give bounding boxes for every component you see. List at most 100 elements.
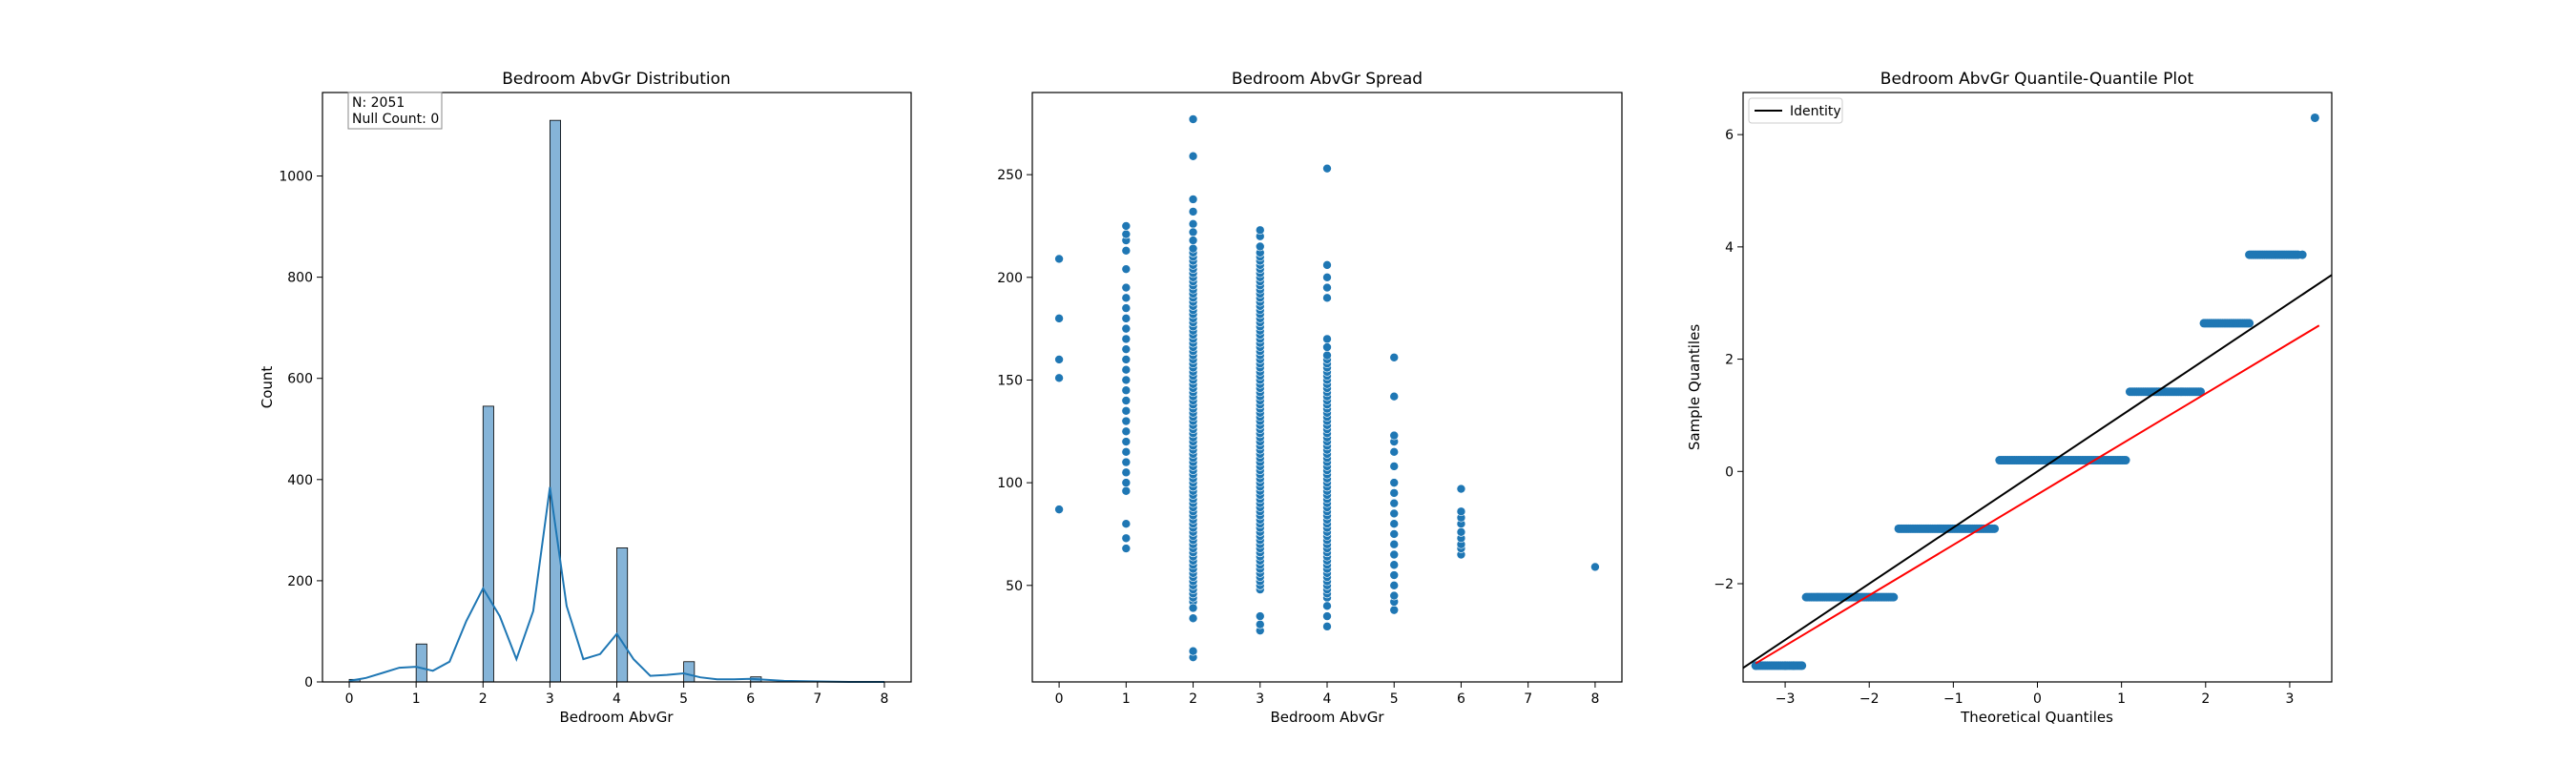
- stats-annotation-box: [347, 92, 443, 130]
- annotation-null-count: Null Count: 0: [352, 112, 439, 127]
- x-tick-label: 1: [412, 691, 421, 707]
- scatter-point: [1121, 264, 1132, 274]
- histogram-panel: Bedroom AbvGr Distribution Bedroom AbvGr…: [259, 70, 912, 726]
- y-tick-label: 250: [997, 168, 1023, 183]
- scatter-point: [1389, 605, 1400, 615]
- qq-point: [1797, 661, 1807, 670]
- y-tick-label: 4: [1725, 240, 1734, 256]
- qq-point: [1990, 524, 2000, 533]
- qq-point: [2310, 113, 2319, 122]
- y-tick-label: 100: [997, 476, 1023, 491]
- spread-xlabel: Bedroom AbvGr: [1270, 709, 1384, 726]
- scatter-point: [1188, 243, 1198, 254]
- scatter-point: [1255, 225, 1265, 236]
- scatter-point: [1389, 570, 1400, 580]
- x-tick-label: −1: [1943, 691, 1963, 707]
- scatter-point: [1121, 396, 1132, 405]
- y-tick-label: 6: [1725, 128, 1734, 143]
- x-tick-label: 4: [1323, 691, 1332, 707]
- x-tick-label: 3: [2285, 691, 2294, 707]
- legend-identity-label: Identity: [1790, 104, 1841, 119]
- qq-yticks: −2 0 2 4 6: [1714, 128, 1743, 592]
- x-tick-label: 2: [1189, 691, 1197, 707]
- scatter-point: [1121, 344, 1132, 354]
- scatter-point: [1389, 590, 1400, 601]
- scatter-point: [1322, 601, 1332, 611]
- y-tick-label: 1000: [279, 170, 313, 185]
- qq-title: Bedroom AbvGr Quantile-Quantile Plot: [1880, 70, 2194, 89]
- qq-point: [2297, 250, 2307, 259]
- scatter-point: [1188, 151, 1198, 161]
- legend-box: [1748, 97, 1843, 124]
- x-tick-label: 0: [2033, 691, 2042, 707]
- scatter-point: [1389, 560, 1400, 570]
- scatter-point: [1121, 303, 1132, 313]
- scatter-point: [1590, 562, 1600, 572]
- y-tick-label: 0: [1725, 464, 1734, 480]
- scatter-point: [1054, 505, 1064, 514]
- scatter-point: [1121, 375, 1132, 385]
- y-tick-label: 0: [304, 675, 313, 691]
- annotation-n: N: 2051: [352, 95, 405, 111]
- y-tick-label: 200: [997, 271, 1023, 286]
- scatter-point: [1322, 282, 1332, 293]
- x-tick-label: 8: [1590, 691, 1599, 707]
- histogram-bar: [683, 661, 696, 683]
- scatter-point: [1389, 447, 1400, 457]
- qq-xlabel: Theoretical Quantiles: [1960, 709, 2113, 726]
- y-tick-label: 400: [287, 473, 313, 488]
- scatter-point: [1121, 437, 1132, 446]
- spread-panel: Bedroom AbvGr Spread Bedroom AbvGr 0 1 2 3 4…: [997, 70, 1623, 726]
- qq-point: [1889, 592, 1899, 602]
- scatter-point: [1456, 527, 1466, 537]
- scatter-point: [1121, 405, 1132, 416]
- y-tick-label: 2: [1725, 353, 1734, 368]
- qq-xticks: −3 −2 −1 0 1 2 3: [1776, 682, 2294, 707]
- x-tick-label: 6: [1457, 691, 1465, 707]
- scatter-point: [1121, 447, 1132, 457]
- x-tick-label: 7: [813, 691, 821, 707]
- x-tick-label: 6: [746, 691, 755, 707]
- scatter-point: [1322, 342, 1332, 352]
- scatter-point: [1054, 254, 1064, 264]
- qq-point: [2195, 387, 2205, 397]
- scatter-point: [1121, 364, 1132, 375]
- histogram-xticks: 0 1 2 3 4 5 6 7 8: [345, 682, 888, 707]
- scatter-point: [1456, 506, 1466, 517]
- scatter-point: [1054, 373, 1064, 383]
- qq-plot-area: [1742, 113, 2333, 670]
- scatter-point: [1121, 457, 1132, 467]
- x-tick-label: 1: [2117, 691, 2126, 707]
- scatter-point: [1389, 391, 1400, 402]
- scatter-point: [1188, 195, 1198, 204]
- histogram-bar: [482, 405, 494, 683]
- spread-yticks: 50 100 150 200 250: [997, 168, 1032, 594]
- y-tick-label: 150: [997, 373, 1023, 388]
- qq-point: [2245, 319, 2254, 328]
- scatter-point: [1322, 272, 1332, 282]
- scatter-point: [1121, 519, 1132, 528]
- x-tick-label: 3: [546, 691, 554, 707]
- x-tick-label: −3: [1776, 691, 1796, 707]
- histogram-ylabel: Count: [259, 366, 276, 409]
- qq-point: [1780, 661, 1790, 670]
- spread-plot-area: [1054, 114, 1600, 662]
- spread-xticks: 0 1 2 3 4 5 6 7 8: [1055, 682, 1599, 707]
- scatter-point: [1188, 613, 1198, 624]
- scatter-point: [1389, 508, 1400, 519]
- scatter-point: [1322, 611, 1332, 621]
- scatter-point: [1054, 355, 1064, 364]
- scatter-point: [1188, 114, 1198, 124]
- scatter-point: [1121, 221, 1132, 231]
- x-tick-label: 7: [1524, 691, 1532, 707]
- x-tick-label: 4: [613, 691, 621, 707]
- scatter-point: [1322, 622, 1332, 631]
- scatter-point: [1389, 549, 1400, 560]
- scatter-point: [1121, 385, 1132, 396]
- scatter-point: [1322, 293, 1332, 303]
- y-tick-label: 800: [287, 271, 313, 286]
- scatter-point: [1054, 314, 1064, 323]
- stats-annotation: N: 2051 Null Count: 0: [347, 92, 443, 130]
- qq-point: [1751, 661, 1760, 670]
